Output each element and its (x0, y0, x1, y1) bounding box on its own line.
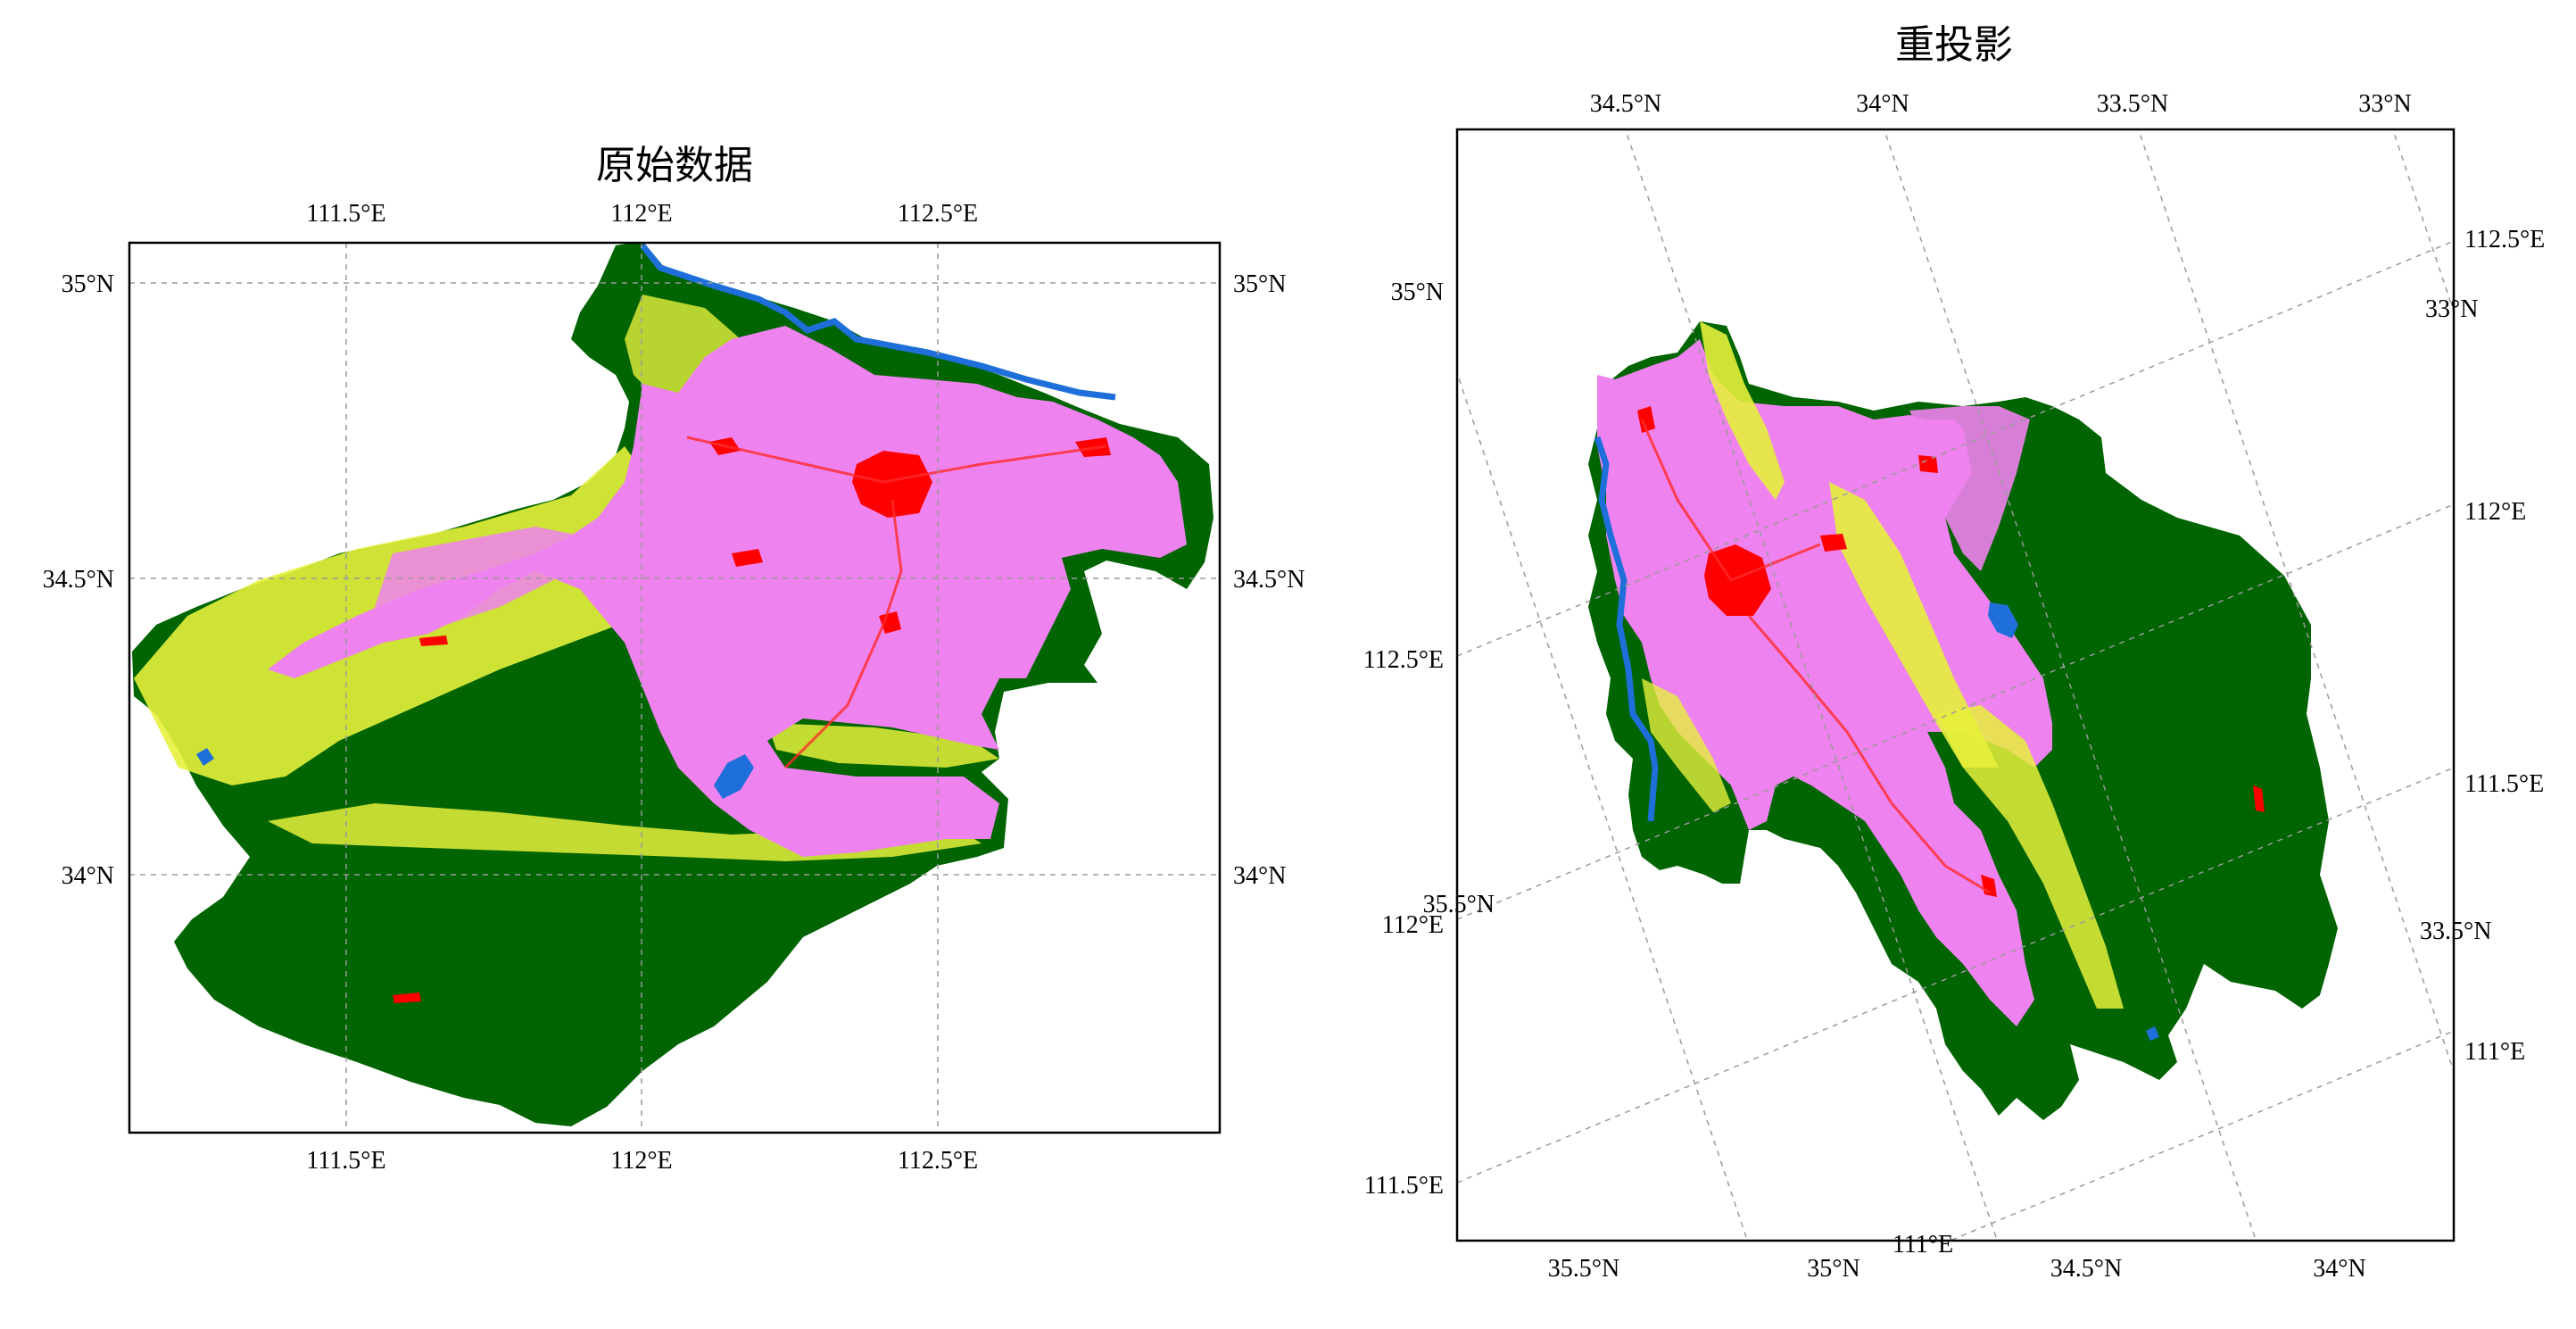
left-top-lon-labels: 111.5°E 112°E 112.5°E (306, 200, 978, 228)
left-urban-spot-4 (732, 549, 763, 567)
right-grassland-strip-north (1700, 321, 1785, 500)
left-right-lat-labels: 35°N 34.5°N 34°N (1233, 270, 1305, 890)
left-map-panel: 原始数据 (43, 143, 1305, 1175)
right-top-lat-label: 34°N (1856, 90, 1909, 118)
right-top-lat-label: 33°N (2358, 90, 2411, 118)
left-panel-title: 原始数据 (596, 143, 753, 188)
left-side-label: 112°E (1382, 911, 1444, 939)
right-bottom-lat-label: 34°N (2313, 1255, 2365, 1283)
left-bottom-lon-labels: 111.5°E 112°E 112.5°E (306, 1147, 978, 1175)
right-side-label: 33.5°N (2420, 918, 2491, 945)
left-urban-core (852, 451, 932, 518)
right-bottom-lat-label: 35.5°N (1548, 1255, 1619, 1283)
right-side-lat-label: 34.5°N (1233, 566, 1305, 594)
right-grassland-strip-east (1936, 705, 2124, 1009)
right-side-label: 111°E (2464, 1038, 2525, 1066)
left-urban-road (686, 436, 1107, 769)
right-side-label: 111.5°E (2464, 770, 2544, 798)
left-land-cover-map (132, 243, 1213, 1126)
right-grassland-strip-mid (1829, 482, 1999, 768)
left-bottom-lon-label: 112.5°E (898, 1147, 978, 1175)
left-side-label: 35.5°N (1423, 891, 1495, 918)
right-side-label: 112.5°E (2464, 226, 2545, 253)
right-urban-spot-1 (1637, 406, 1655, 433)
right-land-cover-map (1588, 321, 2338, 1120)
right-cropland-northeast (1909, 406, 2030, 571)
right-urban-spot-2 (1820, 534, 1847, 552)
left-lat-label: 35°N (62, 270, 114, 298)
right-small-lake (2146, 1026, 2159, 1041)
right-urban-spot-5 (2253, 785, 2265, 812)
left-top-lon-label: 112°E (610, 200, 672, 228)
left-reservoir (714, 754, 754, 799)
left-graticule (129, 243, 1220, 1133)
right-top-lat-label: 34.5°N (1590, 90, 1661, 118)
left-side-label: 35°N (1391, 278, 1444, 306)
right-left-labels: 35°N 112.5°E 35.5°N 112°E 111.5°E (1363, 278, 1495, 1200)
right-bottom-lon-label: 111°E (1893, 1231, 1953, 1258)
left-bottom-lon-label: 111.5°E (306, 1147, 385, 1175)
right-urban-road (1640, 419, 1991, 894)
right-reservoir (1988, 602, 2018, 638)
right-side-lat-label: 34°N (1233, 862, 1286, 890)
left-lat-label: 34°N (62, 862, 114, 890)
left-top-lon-label: 112.5°E (898, 200, 978, 228)
right-side-label: 33°N (2425, 295, 2478, 323)
right-bottom-lat-label: 34.5°N (2050, 1255, 2122, 1283)
right-grassland-strip-west (1642, 678, 1731, 812)
left-side-label: 112.5°E (1363, 646, 1444, 674)
right-urban-spot-4 (1981, 875, 1997, 897)
left-lat-label: 34.5°N (43, 566, 114, 594)
right-right-labels: 112.5°E 33°N 112°E 111.5°E 33.5°N 111°E (2420, 226, 2545, 1066)
right-top-lat-label: 33.5°N (2097, 90, 2168, 118)
left-urban-spot-5 (419, 635, 448, 646)
right-bottom-lat-label: 35°N (1807, 1255, 1860, 1283)
left-yellow-river (640, 243, 1116, 401)
left-urban-spot-6 (393, 993, 421, 1003)
left-left-lat-labels: 35°N 34.5°N 34°N (43, 270, 114, 890)
left-map-frame (128, 241, 1222, 1134)
right-river (1594, 436, 1659, 822)
left-cropland-west (375, 527, 580, 634)
left-side-label: 111.5°E (1364, 1172, 1444, 1200)
right-panel-title: 重投影 (1895, 22, 2013, 68)
left-small-lake (196, 748, 214, 766)
right-cropland-region (1597, 339, 2052, 1026)
left-grassland-strip-east (767, 723, 999, 768)
left-cropland-region (268, 326, 1187, 857)
right-graticule (1457, 129, 2454, 1241)
left-top-lon-label: 111.5°E (306, 200, 385, 228)
right-side-label: 112°E (2464, 498, 2526, 526)
right-urban-core (1704, 544, 1771, 616)
right-bottom-lat-labels: 35.5°N 35°N 34.5°N 34°N 111°E (1548, 1231, 2366, 1283)
right-urban-spot-3 (1918, 455, 1938, 473)
right-top-lat-labels: 34.5°N 34°N 33.5°N 33°N (1590, 90, 2412, 118)
right-map-panel: 重投影 (1363, 22, 2546, 1283)
left-urban-spot-3 (879, 611, 901, 634)
right-map-frame (1455, 128, 2456, 1242)
right-side-lat-label: 35°N (1233, 270, 1286, 298)
left-bottom-lon-label: 112°E (610, 1147, 672, 1175)
